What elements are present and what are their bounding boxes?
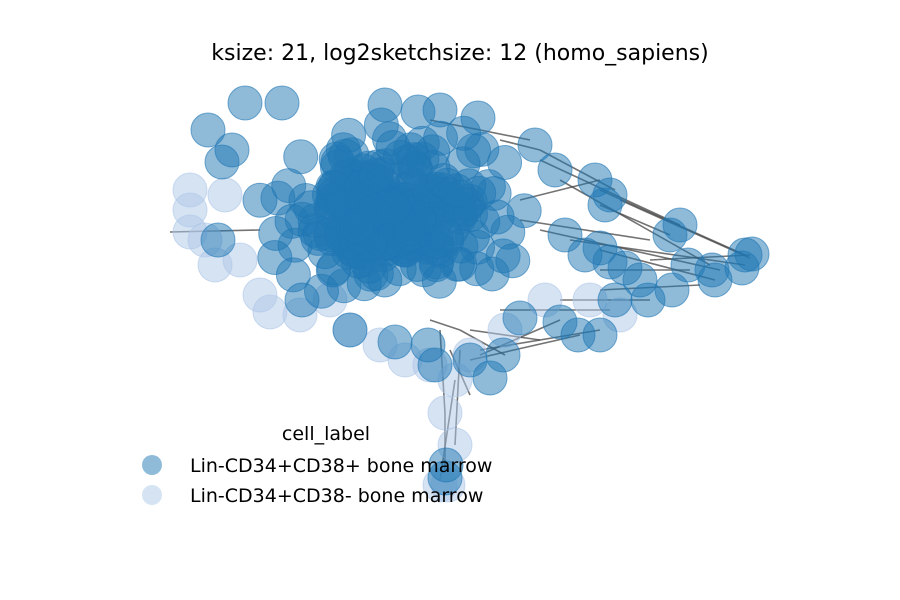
node-cd38-negative <box>207 177 243 213</box>
node-cd38-positive <box>622 262 658 298</box>
node-cd38-negative <box>427 395 463 431</box>
legend-title: cell_label <box>282 423 370 445</box>
node-cd38-positive <box>200 222 236 258</box>
node-cd38-positive <box>375 130 411 165</box>
node-cd38-positive <box>502 300 538 336</box>
node-cd38-positive <box>697 262 733 298</box>
legend-marker-cd38-negative <box>142 485 162 505</box>
legend: cell_label Lin-CD34+CD38+ bone marrow Li… <box>142 423 492 507</box>
node-cd38-positive <box>271 168 307 204</box>
node-cd38-positive <box>452 342 488 378</box>
node-cd38-positive <box>376 190 412 226</box>
legend-label-cd38-positive: Lin-CD34+CD38+ bone marrow <box>190 455 492 477</box>
node-cd38-positive <box>597 282 633 318</box>
plot-area <box>169 85 770 503</box>
node-cd38-positive <box>439 173 475 209</box>
node-cd38-positive <box>547 217 583 253</box>
node-cd38-positive <box>517 127 553 163</box>
node-cd38-positive <box>460 100 496 136</box>
node-cd38-positive <box>314 193 350 229</box>
network-edge <box>519 219 651 241</box>
node-cd38-positive <box>227 85 263 121</box>
node-cd38-negative <box>172 172 208 208</box>
node-cd38-positive <box>410 327 446 363</box>
chart-title: ksize: 21, log2sketchsize: 12 (homo_sapi… <box>211 41 708 66</box>
node-cd38-positive <box>422 92 458 128</box>
node-cd38-positive <box>367 87 403 123</box>
nodes-cd38-positive <box>190 85 770 496</box>
node-cd38-positive <box>652 217 688 253</box>
node-cd38-positive <box>242 182 278 218</box>
node-cd38-positive <box>377 324 413 360</box>
legend-label-cd38-negative: Lin-CD34+CD38- bone marrow <box>190 485 483 507</box>
node-cd38-positive <box>358 157 394 193</box>
node-cd38-positive <box>214 132 250 168</box>
node-cd38-positive <box>264 85 300 121</box>
node-cd38-positive <box>487 145 523 180</box>
node-cd38-positive <box>338 209 374 245</box>
node-cd38-positive <box>284 282 320 318</box>
node-cd38-positive <box>427 460 463 496</box>
legend-marker-cd38-positive <box>142 455 162 475</box>
node-cd38-positive <box>670 247 706 283</box>
node-cd38-positive <box>495 243 531 279</box>
node-cd38-positive <box>537 152 573 188</box>
node-cd38-positive <box>443 228 479 264</box>
network-edge <box>429 319 461 331</box>
node-cd38-positive <box>332 312 368 348</box>
node-cd38-positive <box>190 112 226 148</box>
node-cd38-positive <box>587 187 623 223</box>
node-cd38-positive <box>582 317 618 353</box>
node-cd38-negative <box>242 277 278 313</box>
